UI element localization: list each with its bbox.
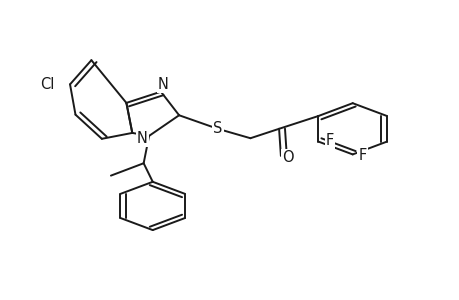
Text: O: O: [281, 150, 293, 165]
Text: S: S: [213, 121, 222, 136]
Text: N: N: [137, 131, 147, 146]
Text: F: F: [325, 133, 333, 148]
Text: Cl: Cl: [40, 77, 54, 92]
Text: F: F: [358, 148, 366, 164]
Text: N: N: [157, 77, 168, 92]
